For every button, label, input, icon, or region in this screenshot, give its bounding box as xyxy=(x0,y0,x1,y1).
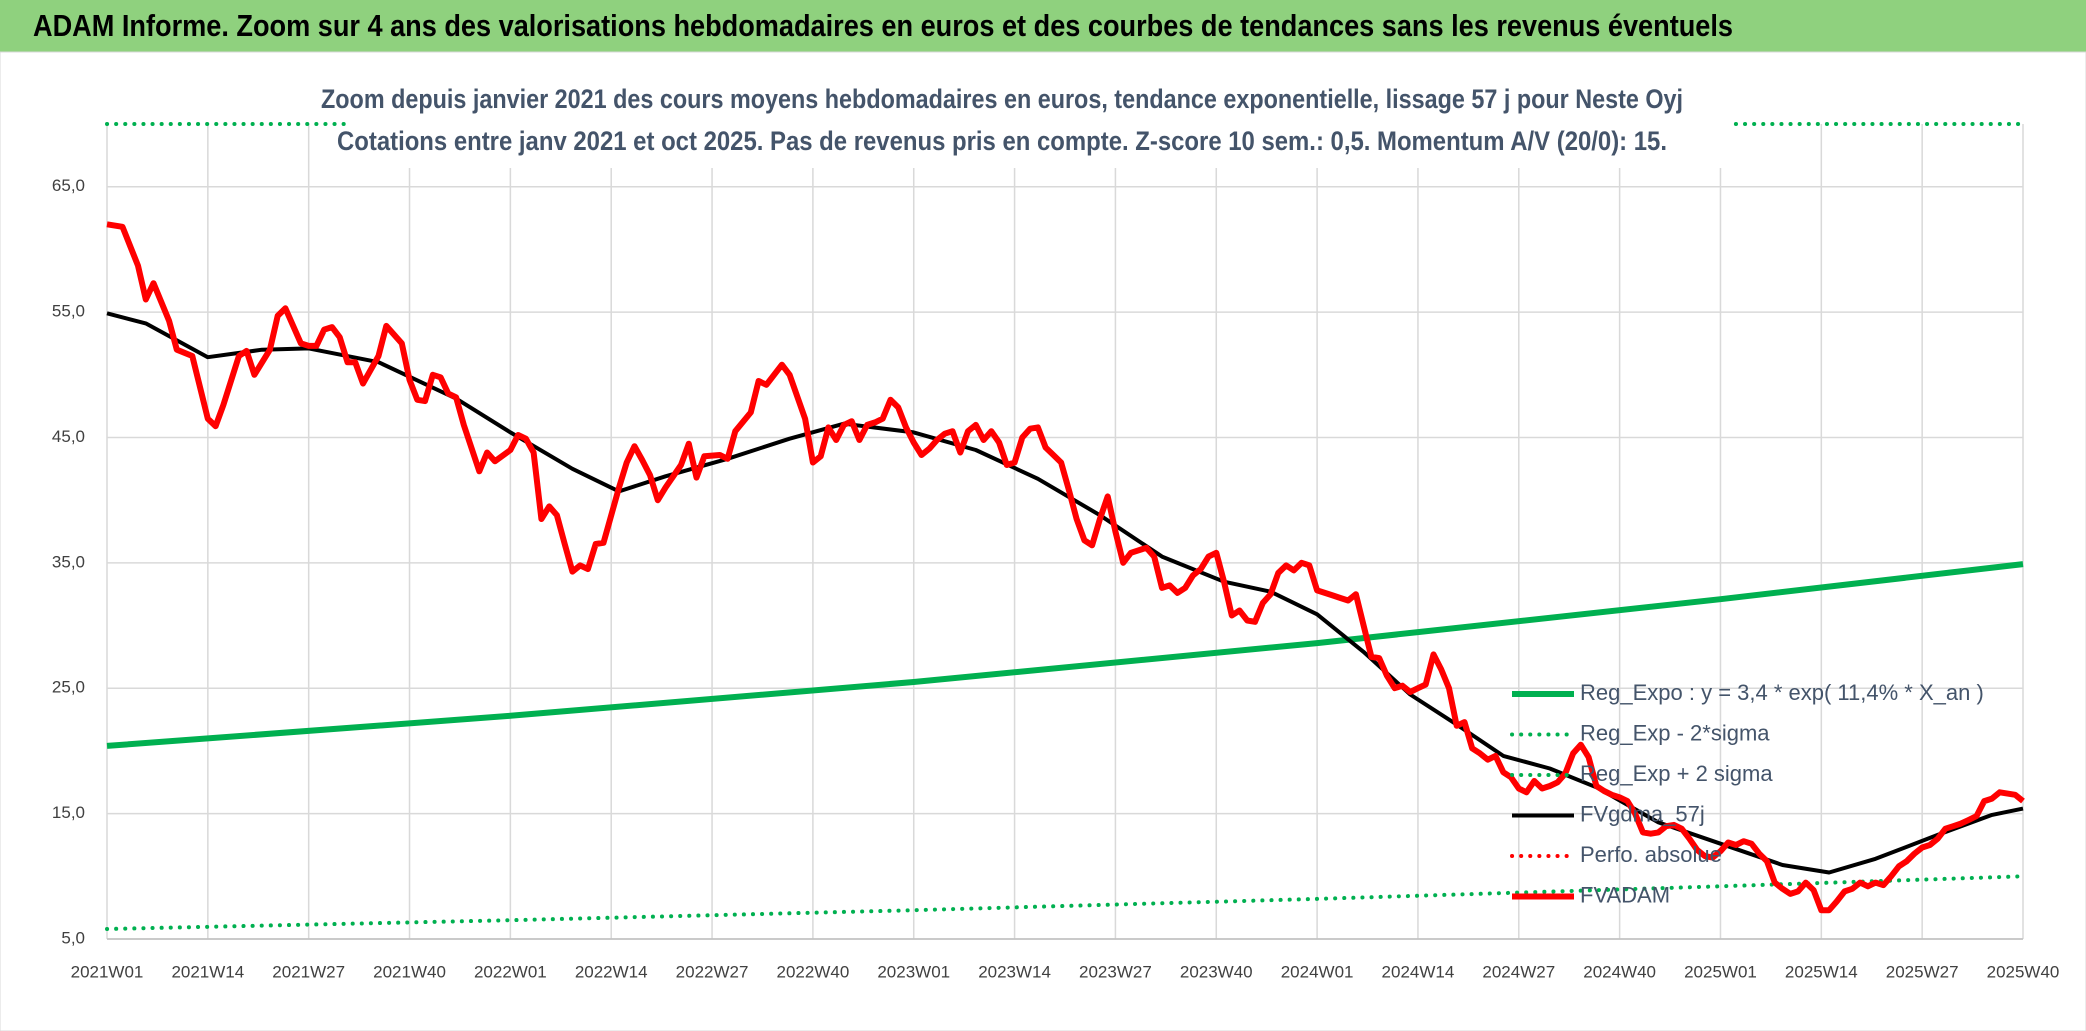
legend-label: Perfo. absolue xyxy=(1580,842,1722,867)
header-title: ADAM Informe. Zoom sur 4 ans des valoris… xyxy=(33,8,1733,43)
legend-label: FVADAM xyxy=(1580,882,1670,907)
y-tick-label: 65,0 xyxy=(52,176,85,195)
legend-label: FVgdma_57j xyxy=(1580,801,1705,826)
x-tick-label: 2022W27 xyxy=(676,962,749,981)
y-tick-label: 5,0 xyxy=(61,928,85,947)
x-tick-label: 2022W01 xyxy=(474,962,547,981)
x-tick-label: 2023W14 xyxy=(978,962,1051,981)
chart-subtitle: Cotations entre janv 2021 et oct 2025. P… xyxy=(337,126,1667,156)
x-tick-label: 2024W27 xyxy=(1482,962,1555,981)
x-tick-label: 2024W01 xyxy=(1281,962,1354,981)
chart-frame xyxy=(0,51,2086,1031)
y-tick-label: 35,0 xyxy=(52,552,85,571)
x-tick-label: 2025W14 xyxy=(1785,962,1858,981)
y-tick-label: 15,0 xyxy=(52,803,85,822)
x-tick-label: 2024W14 xyxy=(1382,962,1455,981)
x-tick-label: 2025W40 xyxy=(1987,962,2060,981)
chart-title: Zoom depuis janvier 2021 des cours moyen… xyxy=(321,84,1683,114)
x-tick-label: 2025W27 xyxy=(1886,962,1959,981)
series-line xyxy=(106,561,2024,749)
legend-label: Reg_Exp - 2*sigma xyxy=(1580,720,1770,745)
series-line xyxy=(105,874,2025,931)
x-tick-label: 2023W40 xyxy=(1180,962,1253,981)
title-background xyxy=(350,80,1730,168)
series-line xyxy=(106,221,2025,914)
x-tick-label: 2024W40 xyxy=(1583,962,1656,981)
x-tick-label: 2023W27 xyxy=(1079,962,1152,981)
x-tick-label: 2025W01 xyxy=(1684,962,1757,981)
x-tick-label: 2021W27 xyxy=(272,962,345,981)
x-tick-label: 2021W14 xyxy=(171,962,244,981)
header-bar xyxy=(0,0,2086,52)
y-tick-label: 45,0 xyxy=(52,427,85,446)
legend-label: Reg_Expo : y = 3,4 * exp( 11,4% * X_an ) xyxy=(1580,680,1984,705)
y-tick-label: 55,0 xyxy=(52,302,85,321)
series-line xyxy=(106,311,2024,875)
x-tick-label: 2023W01 xyxy=(877,962,950,981)
x-tick-label: 2022W40 xyxy=(777,962,850,981)
y-tick-label: 25,0 xyxy=(52,678,85,697)
legend: Reg_Expo : y = 3,4 * exp( 11,4% * X_an )… xyxy=(1510,680,1984,907)
x-tick-label: 2022W14 xyxy=(575,962,648,981)
legend-label: Reg_Exp + 2 sigma xyxy=(1580,761,1773,786)
x-tick-label: 2021W40 xyxy=(373,962,446,981)
x-tick-label: 2021W01 xyxy=(71,962,144,981)
plot-area: 5,0 15,0 25,0 35,0 45,0 55,0 65,0 2021W01 2021W1… xyxy=(52,122,2060,981)
